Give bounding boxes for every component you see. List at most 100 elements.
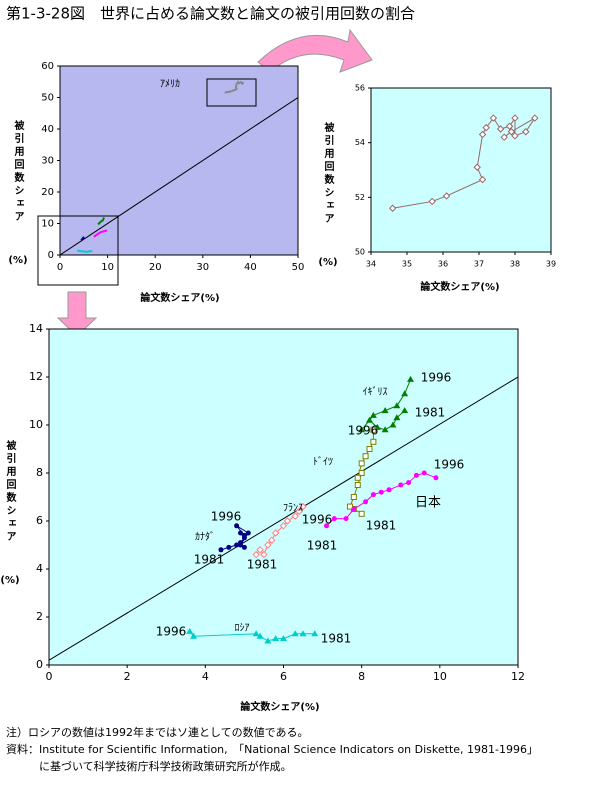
point xyxy=(433,475,439,481)
y-tick-label: 30 xyxy=(41,156,54,167)
x-tick-label: 0 xyxy=(57,262,63,273)
note: 注）ロシアの数値は1992年まではソ連としての数値である。 xyxy=(6,725,309,739)
point xyxy=(378,489,384,495)
point xyxy=(226,544,232,550)
point xyxy=(190,632,198,639)
series-label: ﾄﾞｲﾂ xyxy=(313,456,333,468)
x-axis-label: 論文数シェア(%) xyxy=(240,700,319,713)
point xyxy=(511,132,519,140)
point xyxy=(343,516,349,522)
x-tick-label: 10 xyxy=(433,670,447,683)
series-line xyxy=(77,249,93,253)
point xyxy=(252,630,260,637)
arrow xyxy=(257,28,373,73)
annotation: 1996 xyxy=(348,424,379,438)
point xyxy=(331,516,337,522)
point xyxy=(381,407,389,414)
point xyxy=(256,632,264,639)
x-tick-label: 10 xyxy=(101,262,114,273)
arrow xyxy=(56,291,98,337)
point xyxy=(473,163,481,171)
series-line xyxy=(224,80,245,94)
series-line xyxy=(189,631,315,642)
series-line xyxy=(97,217,105,226)
y-tick-label: 0 xyxy=(48,250,54,261)
annotation: 1996 xyxy=(434,458,465,472)
point xyxy=(370,426,377,433)
x-tick-label: 39 xyxy=(546,260,556,269)
point xyxy=(393,402,401,409)
x-tick-label: 34 xyxy=(366,260,376,269)
plot-area xyxy=(59,65,299,256)
point xyxy=(279,522,288,530)
point xyxy=(234,523,240,529)
annotation: 1981 xyxy=(247,558,278,572)
point xyxy=(358,426,366,433)
point xyxy=(421,470,427,476)
point xyxy=(401,407,409,414)
series-label: ｶﾅﾀﾞ xyxy=(195,531,215,543)
annotation: 1981 xyxy=(321,632,352,646)
point xyxy=(311,630,319,637)
series-line xyxy=(49,376,518,661)
x-axis-label: 論文数シェア(%) xyxy=(420,280,499,293)
point xyxy=(238,530,244,536)
point xyxy=(370,438,377,445)
y-tick-label: 50 xyxy=(355,248,365,257)
plot-area xyxy=(370,87,552,253)
y-tick-label: 60 xyxy=(41,61,54,72)
y-axis-unit: (%) xyxy=(318,257,337,268)
annotation: 1996 xyxy=(156,625,187,639)
annotation: 1996 xyxy=(421,371,452,385)
point xyxy=(241,532,247,538)
y-tick-label: 6 xyxy=(36,514,43,527)
y-tick-label: 54 xyxy=(355,138,365,147)
y-tick-label: 52 xyxy=(355,193,365,202)
note: に基づいて科学技術庁科学技術政策研究所が作成。 xyxy=(6,759,292,773)
point xyxy=(511,114,519,122)
point xyxy=(489,114,498,122)
series-label: ﾛｼｱ xyxy=(235,623,250,634)
annotation: 1996 xyxy=(211,510,242,524)
point xyxy=(280,635,287,642)
y-tick-label: 4 xyxy=(36,562,43,575)
point xyxy=(398,482,404,488)
annotation: 1981 xyxy=(415,406,446,420)
y-axis-unit: (%) xyxy=(8,255,27,266)
point xyxy=(241,544,247,550)
point xyxy=(264,541,272,549)
series-line xyxy=(60,97,298,255)
point xyxy=(496,125,505,133)
y-tick-label: 0 xyxy=(36,658,43,671)
x-tick-label: 20 xyxy=(149,262,162,273)
y-tick-label: 50 xyxy=(41,93,54,104)
point xyxy=(365,416,373,423)
point xyxy=(299,630,307,637)
series-line xyxy=(93,229,108,238)
point xyxy=(363,499,369,505)
point xyxy=(323,523,329,529)
annotation: 1996 xyxy=(302,513,333,527)
point xyxy=(268,536,276,544)
x-tick-label: 2 xyxy=(124,670,131,683)
point xyxy=(388,204,397,212)
series-label: ｱﾒﾘｶ xyxy=(160,78,180,90)
series-line xyxy=(80,236,86,241)
x-tick-label: 4 xyxy=(202,670,209,683)
x-tick-label: 12 xyxy=(511,670,525,683)
point xyxy=(366,446,373,452)
point xyxy=(362,453,369,460)
x-tick-label: 50 xyxy=(292,262,305,273)
point xyxy=(478,175,487,184)
point xyxy=(482,123,490,132)
point xyxy=(186,627,194,634)
point xyxy=(291,512,299,520)
point xyxy=(299,502,307,511)
point xyxy=(531,114,539,122)
point xyxy=(256,546,264,554)
series-label: ｲｷﾞﾘｽ xyxy=(363,386,388,398)
y-tick-label: 8 xyxy=(36,466,43,479)
point xyxy=(370,492,376,498)
point xyxy=(358,470,365,476)
